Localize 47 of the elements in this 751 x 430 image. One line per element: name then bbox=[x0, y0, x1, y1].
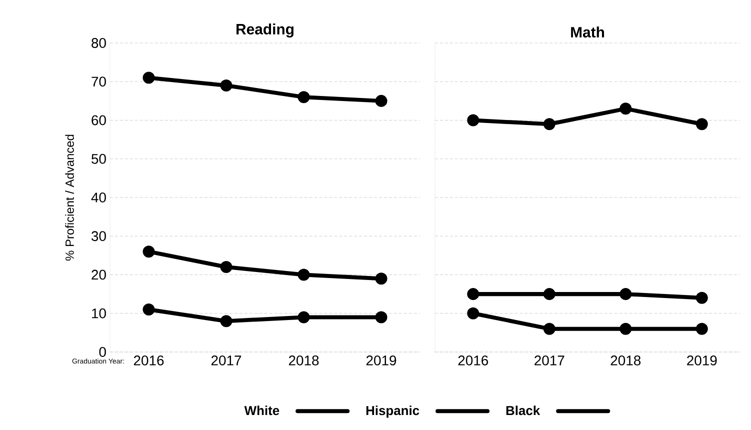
legend-label: Hispanic bbox=[366, 406, 420, 418]
point bbox=[696, 118, 708, 130]
chart-title: Math bbox=[571, 26, 604, 38]
x-tick-label: 2018 bbox=[288, 356, 319, 366]
y-tick-label: 60 bbox=[92, 115, 106, 126]
y-tick-label: 20 bbox=[92, 270, 106, 280]
point bbox=[142, 72, 155, 84]
legend-label: White bbox=[244, 406, 280, 416]
y-tick-label: 0 bbox=[99, 347, 106, 357]
point bbox=[467, 307, 480, 320]
point bbox=[298, 91, 310, 104]
x-tick-label: 2019 bbox=[687, 356, 717, 366]
y-axis-title: % Proficient / Advanced bbox=[65, 134, 74, 261]
point bbox=[543, 118, 556, 130]
point bbox=[220, 315, 232, 328]
point bbox=[696, 322, 708, 335]
point bbox=[467, 114, 480, 126]
point bbox=[142, 246, 155, 258]
point bbox=[375, 311, 388, 324]
point bbox=[220, 261, 232, 274]
x-tick-label: 2017 bbox=[534, 356, 564, 366]
point bbox=[298, 268, 310, 281]
y-tick-label: 80 bbox=[92, 38, 106, 48]
point bbox=[620, 288, 632, 300]
y-tick-label: 30 bbox=[92, 231, 106, 242]
point bbox=[620, 322, 632, 335]
point bbox=[467, 288, 480, 300]
point bbox=[220, 79, 232, 92]
point bbox=[298, 311, 310, 324]
legend-label: Black bbox=[506, 406, 540, 416]
chart-title: Reading bbox=[236, 24, 294, 38]
y-tick-label: 50 bbox=[92, 154, 106, 164]
x-tick-label: 2019 bbox=[366, 356, 396, 366]
y-tick-label: 40 bbox=[91, 192, 106, 202]
y-tick-label: 70 bbox=[92, 76, 106, 87]
x-tick-label: 2016 bbox=[134, 356, 164, 366]
x-tick-label: 2016 bbox=[458, 356, 488, 366]
x-tick-label: 2017 bbox=[211, 356, 242, 366]
x-tick-label: 2018 bbox=[610, 356, 641, 366]
point bbox=[543, 322, 556, 335]
point bbox=[620, 102, 632, 115]
y-tick-label: 10 bbox=[92, 308, 106, 318]
point bbox=[543, 288, 556, 300]
point bbox=[375, 94, 388, 107]
point bbox=[696, 292, 708, 304]
point bbox=[375, 272, 388, 285]
point bbox=[142, 304, 155, 316]
